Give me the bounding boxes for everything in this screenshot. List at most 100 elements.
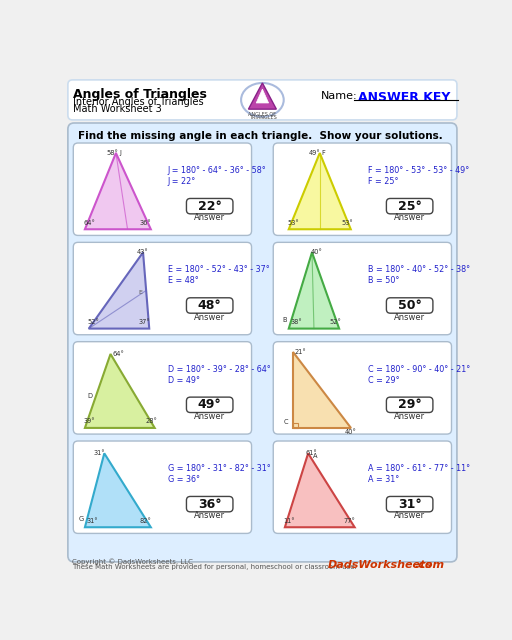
FancyBboxPatch shape bbox=[73, 243, 251, 335]
Text: F: F bbox=[322, 150, 325, 156]
Text: 61°: 61° bbox=[305, 450, 317, 456]
Text: 64°: 64° bbox=[112, 351, 124, 356]
Text: D: D bbox=[88, 394, 92, 399]
Text: Answer: Answer bbox=[194, 511, 225, 520]
Text: Answer: Answer bbox=[394, 213, 425, 222]
Text: F = 25°: F = 25° bbox=[368, 177, 398, 186]
Text: E = 48°: E = 48° bbox=[168, 276, 199, 285]
FancyBboxPatch shape bbox=[387, 497, 433, 512]
Text: Answer: Answer bbox=[394, 511, 425, 520]
Text: DadsWorksheets: DadsWorksheets bbox=[328, 561, 433, 570]
Text: 77°: 77° bbox=[344, 518, 356, 524]
Text: 25°: 25° bbox=[398, 200, 421, 212]
Text: D = 180° - 39° - 28° - 64°: D = 180° - 39° - 28° - 64° bbox=[168, 365, 271, 374]
Polygon shape bbox=[293, 352, 351, 428]
Text: .com: .com bbox=[414, 561, 444, 570]
FancyBboxPatch shape bbox=[387, 298, 433, 313]
Text: Answer: Answer bbox=[394, 312, 425, 321]
Text: A = 180° - 61° - 77° - 11°: A = 180° - 61° - 77° - 11° bbox=[368, 464, 470, 473]
Text: Answer: Answer bbox=[194, 312, 225, 321]
Text: A = 31°: A = 31° bbox=[368, 475, 399, 484]
Text: Find the missing angle in each triangle.  Show your solutions.: Find the missing angle in each triangle.… bbox=[78, 131, 443, 141]
Text: 38°: 38° bbox=[290, 319, 302, 325]
FancyBboxPatch shape bbox=[73, 143, 251, 236]
Text: 36°: 36° bbox=[198, 498, 222, 511]
Text: Answer: Answer bbox=[394, 412, 425, 421]
Text: 58°: 58° bbox=[106, 150, 118, 156]
FancyBboxPatch shape bbox=[186, 497, 233, 512]
FancyBboxPatch shape bbox=[73, 441, 251, 533]
Text: Answer: Answer bbox=[194, 213, 225, 222]
Text: 50°: 50° bbox=[398, 299, 421, 312]
Text: 40°: 40° bbox=[310, 249, 323, 255]
Text: B = 180° - 40° - 52° - 38°: B = 180° - 40° - 52° - 38° bbox=[368, 266, 470, 275]
Text: A: A bbox=[313, 453, 317, 459]
FancyBboxPatch shape bbox=[273, 143, 452, 236]
Text: Answer: Answer bbox=[194, 412, 225, 421]
FancyBboxPatch shape bbox=[186, 198, 233, 214]
Text: 31°: 31° bbox=[87, 518, 98, 524]
Text: D = 49°: D = 49° bbox=[168, 376, 200, 385]
Text: 53°: 53° bbox=[287, 220, 299, 226]
Text: 31°: 31° bbox=[94, 450, 105, 456]
FancyBboxPatch shape bbox=[273, 342, 452, 434]
Text: 49°: 49° bbox=[198, 398, 222, 412]
Polygon shape bbox=[256, 89, 269, 103]
FancyBboxPatch shape bbox=[273, 441, 452, 533]
Text: E = 180° - 52° - 43° - 37°: E = 180° - 52° - 43° - 37° bbox=[168, 266, 270, 275]
FancyBboxPatch shape bbox=[68, 80, 457, 120]
Text: G: G bbox=[79, 516, 84, 522]
Text: 43°: 43° bbox=[137, 249, 148, 255]
Text: C: C bbox=[283, 419, 288, 425]
Text: 22°: 22° bbox=[198, 200, 222, 212]
Text: 48°: 48° bbox=[198, 299, 222, 312]
Text: 39°: 39° bbox=[83, 419, 95, 424]
FancyBboxPatch shape bbox=[68, 123, 457, 562]
Text: 31°: 31° bbox=[398, 498, 421, 511]
Text: 53°: 53° bbox=[342, 220, 353, 226]
Text: These Math Worksheets are provided for personal, homeschool or classroom use.: These Math Worksheets are provided for p… bbox=[72, 564, 356, 570]
Text: ANGLES OF: ANGLES OF bbox=[248, 112, 276, 117]
FancyBboxPatch shape bbox=[387, 397, 433, 413]
Text: 49°: 49° bbox=[309, 150, 321, 156]
Text: G = 180° - 31° - 82° - 31°: G = 180° - 31° - 82° - 31° bbox=[168, 464, 271, 473]
Text: TRIANGLES: TRIANGLES bbox=[248, 115, 276, 120]
Polygon shape bbox=[85, 153, 151, 229]
Text: 21°: 21° bbox=[295, 349, 307, 355]
Text: 82°: 82° bbox=[140, 518, 152, 524]
Text: Copyright © DadsWorksheets, LLC: Copyright © DadsWorksheets, LLC bbox=[72, 559, 193, 566]
Text: J = 180° - 64° - 36° - 58°: J = 180° - 64° - 36° - 58° bbox=[168, 166, 267, 175]
Text: J = 22°: J = 22° bbox=[168, 177, 196, 186]
Text: Math Worksheet 3: Math Worksheet 3 bbox=[73, 104, 162, 114]
Text: Angles of Triangles: Angles of Triangles bbox=[73, 88, 207, 100]
FancyBboxPatch shape bbox=[273, 243, 452, 335]
Text: Interior Angles of Triangles: Interior Angles of Triangles bbox=[73, 97, 204, 107]
Polygon shape bbox=[289, 252, 339, 328]
Text: 29°: 29° bbox=[398, 398, 421, 412]
Text: 11°: 11° bbox=[283, 518, 295, 524]
Text: 40°: 40° bbox=[345, 429, 356, 435]
Text: 36°: 36° bbox=[140, 220, 152, 226]
Text: C = 29°: C = 29° bbox=[368, 376, 399, 385]
Bar bbox=[293, 422, 298, 428]
Text: 28°: 28° bbox=[145, 419, 157, 424]
Text: Name:: Name: bbox=[322, 91, 358, 100]
Polygon shape bbox=[85, 354, 155, 428]
Polygon shape bbox=[289, 153, 351, 229]
Text: B = 50°: B = 50° bbox=[368, 276, 399, 285]
Polygon shape bbox=[89, 252, 150, 328]
Text: G = 36°: G = 36° bbox=[168, 475, 200, 484]
Text: ANSWER KEY: ANSWER KEY bbox=[358, 91, 451, 104]
Text: 64°: 64° bbox=[83, 220, 95, 226]
Ellipse shape bbox=[241, 83, 284, 117]
Text: J: J bbox=[119, 150, 121, 156]
Text: 52°: 52° bbox=[330, 319, 342, 325]
Text: C = 180° - 90° - 40° - 21°: C = 180° - 90° - 40° - 21° bbox=[368, 365, 470, 374]
Text: 37°: 37° bbox=[138, 319, 150, 325]
FancyBboxPatch shape bbox=[186, 298, 233, 313]
Text: E: E bbox=[138, 291, 142, 295]
Text: B: B bbox=[283, 317, 287, 323]
Text: 52°: 52° bbox=[87, 319, 99, 325]
Polygon shape bbox=[248, 83, 276, 109]
FancyBboxPatch shape bbox=[186, 397, 233, 413]
